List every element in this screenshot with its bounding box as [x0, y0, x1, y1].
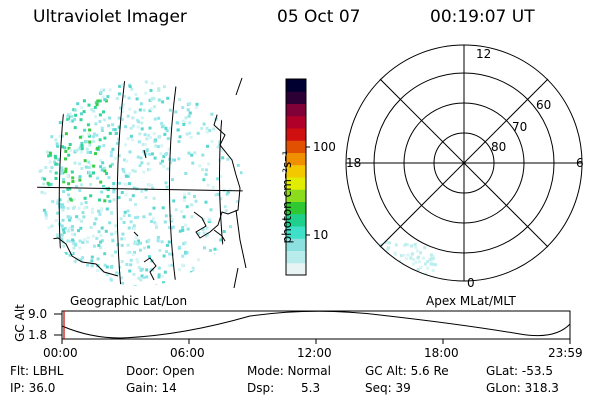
mlt-label-0: 0: [467, 276, 475, 290]
timeline-xtick-0: 00:00: [43, 346, 78, 360]
colorbar-cell: [286, 140, 306, 153]
colorbar-cell: [286, 91, 306, 104]
colorbar-cell: [286, 213, 306, 227]
door-info: Door: Open: [126, 364, 195, 378]
colorbar-cell: [286, 189, 306, 202]
mlat-label-60: 60: [536, 98, 552, 112]
gc-alt-info: GC Alt: 5.6 Re: [365, 364, 449, 378]
timeline-xtick-6: 06:00: [170, 346, 205, 360]
timeline-ytick-1: 1.8: [28, 328, 48, 342]
time-label: 00:19:07 UT: [430, 7, 535, 27]
colorbar-cell: [286, 250, 306, 264]
mlt-label-12: 12: [476, 47, 492, 61]
colorbar-cell: [286, 79, 306, 92]
colorbar-cell: [286, 164, 306, 178]
mlat-label-70: 70: [512, 120, 528, 134]
timeline-xtick-12: 12:00: [297, 346, 332, 360]
glat-info: GLat: -53.5: [486, 364, 553, 378]
colorbar-cell: [286, 201, 306, 215]
timeline-ytick-9: 9.0: [28, 307, 48, 321]
apex-caption: Apex MLat/MLT: [426, 294, 516, 308]
mode-info: Mode: Normal: [247, 364, 331, 378]
colorbar-cell: [286, 238, 306, 251]
timeline-xtick-end: 23:59: [548, 346, 583, 360]
seq-info: Seq: 39: [365, 381, 411, 395]
altitude-timeline: [54, 310, 571, 344]
filter-info: Flt: LBHL: [10, 364, 64, 378]
date-label: 05 Oct 07: [277, 7, 361, 27]
gain-info: Gain: 14: [126, 381, 177, 395]
imager-title: Ultraviolet Imager: [33, 7, 187, 27]
geographic-caption: Geographic Lat/Lon: [70, 294, 188, 308]
colorbar: [285, 78, 310, 276]
geographic-image: [37, 77, 247, 289]
colorbar-cell: [286, 177, 306, 190]
colorbar-cell: [286, 262, 306, 276]
dsp-label: Dsp:: [247, 381, 275, 395]
mlat-label-80: 80: [491, 140, 507, 154]
ip-info: IP: 36.0: [10, 381, 56, 395]
mlt-label-6: 6: [576, 156, 584, 170]
glon-info: GLon: 318.3: [486, 381, 559, 395]
altitude-curve: [61, 310, 571, 339]
mlt-label-18: 18: [346, 156, 362, 170]
polar-plot: [345, 44, 583, 282]
uv-emission-speckle-polar: [355, 240, 438, 281]
dsp-value: 5.3: [301, 381, 321, 395]
uv-emission-speckle: [38, 80, 243, 286]
timeline-axis-label: GC Alt: [13, 304, 27, 342]
colorbar-cell: [286, 128, 306, 141]
colorbar-tick-100: 100: [313, 140, 336, 154]
colorbar-cell: [286, 152, 306, 166]
colorbar-cell: [286, 226, 306, 239]
colorbar-tick-10: 10: [313, 228, 329, 242]
colorbar-cell: [286, 115, 306, 129]
polar-grid: [345, 44, 583, 282]
timeline-xtick-18: 18:00: [424, 346, 459, 360]
colorbar-units: photon cm⁻²s⁻¹: [280, 150, 294, 244]
colorbar-cell: [286, 103, 306, 117]
